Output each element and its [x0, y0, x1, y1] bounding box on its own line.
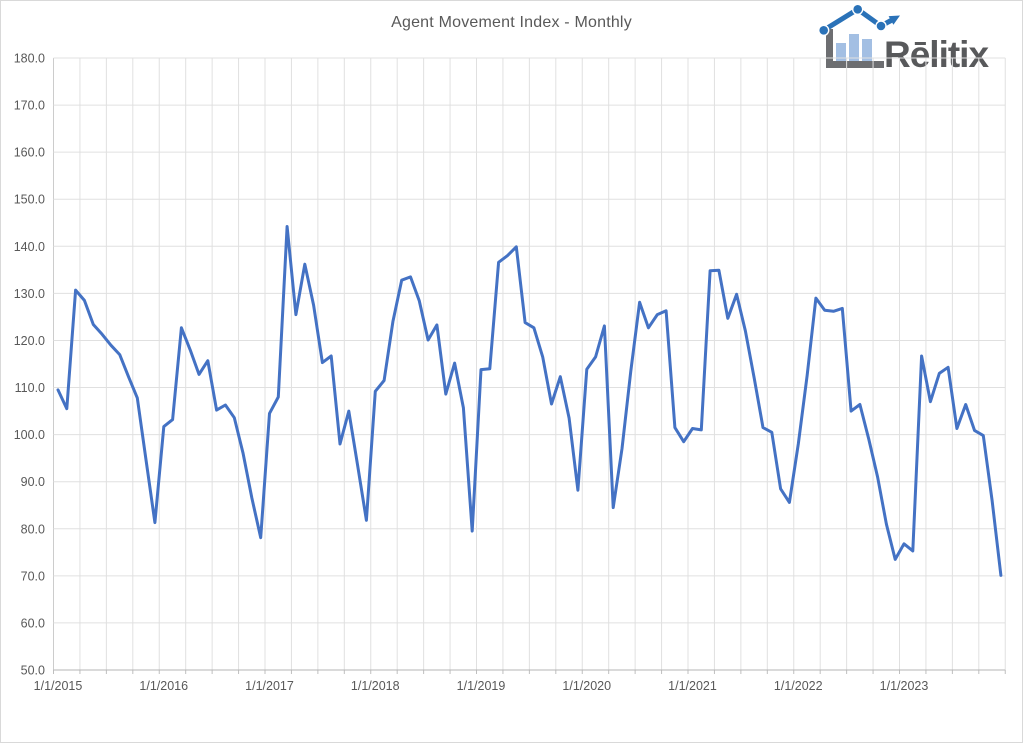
- logo-axis-shape: [826, 29, 884, 68]
- x-axis-tick-label: 1/1/2021: [668, 679, 717, 693]
- x-axis-tick-label: 1/1/2022: [774, 679, 823, 693]
- logo-brand-text: Rēlitix: [884, 34, 989, 73]
- y-axis-tick-label: 140.0: [14, 240, 45, 254]
- x-axis-tick-label: 1/1/2017: [245, 679, 294, 693]
- x-axis-tick-label: 1/1/2020: [562, 679, 611, 693]
- logo-arrow-icon: [888, 15, 900, 25]
- ami-series-line: [56, 225, 1003, 577]
- logo-dot-icon: [818, 24, 830, 36]
- logo-dot-icon: [875, 20, 887, 32]
- y-axis-tick-label: 80.0: [21, 522, 45, 536]
- x-axis-tick-label: 1/1/2023: [880, 679, 929, 693]
- logo-trend-line-icon: [821, 6, 894, 33]
- y-axis-tick-label: 120.0: [14, 334, 45, 348]
- y-axis-tick-label: 60.0: [21, 616, 45, 630]
- relitix-logo: Rēlitix: [818, 3, 990, 73]
- y-axis-tick-label: 100.0: [14, 428, 45, 442]
- x-axis-tick-label: 1/1/2016: [139, 679, 188, 693]
- chart-title: Agent Movement Index - Monthly: [391, 14, 632, 31]
- y-axis-tick-label: 70.0: [21, 569, 45, 583]
- y-axis-tick-label: 180.0: [14, 52, 45, 66]
- y-axis-tick-label: 90.0: [21, 475, 45, 489]
- y-axis-tick-label: 50.0: [21, 664, 45, 678]
- y-axis-tick-label: 130.0: [14, 287, 45, 301]
- y-axis-tick-label: 110.0: [15, 381, 45, 395]
- x-axis-tick-label: 1/1/2015: [34, 679, 83, 693]
- x-axis-tick-label: 1/1/2018: [351, 679, 400, 693]
- logo-dot-icon: [852, 3, 864, 16]
- logo-bar-icon: [836, 43, 846, 61]
- y-axis-tick-label: 160.0: [14, 146, 45, 160]
- logo-bar-icon: [862, 39, 872, 61]
- x-axis-tick-label: 1/1/2019: [457, 679, 506, 693]
- y-axis-tick-label: 150.0: [14, 193, 45, 207]
- y-axis-tick-label: 170.0: [14, 99, 45, 113]
- logo-bar-icon: [849, 34, 859, 61]
